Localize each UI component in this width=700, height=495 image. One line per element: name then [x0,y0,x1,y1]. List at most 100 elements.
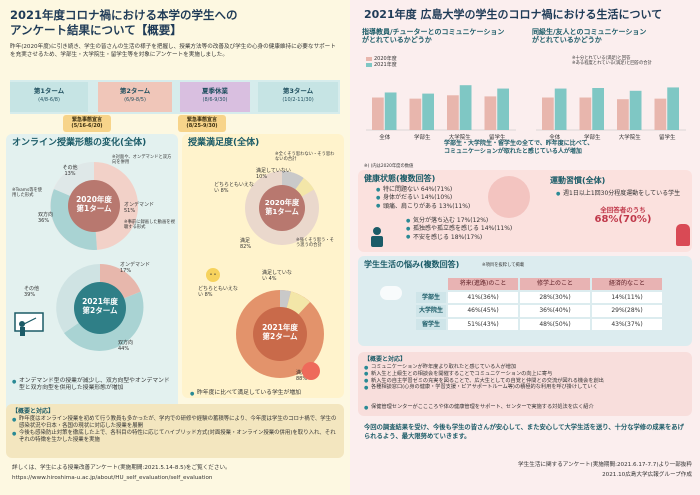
left-title-line1: 2021年度コロナ禍における本学の学生への [10,8,238,22]
chart2-category-label: 大学院生 [619,133,642,141]
satisfaction-bullets: 昨年度に比べて満足している学生が増加 [190,390,340,397]
chart1-bar-2021 [384,92,397,130]
closing-text: 今回の調査結果を受け、今後も学生の皆さんが安心して、また安心して大学生活を送り、… [364,424,684,440]
legend-2020-swatch [366,56,372,61]
chart-summary-line1: 学部生・大学院生・留学生の全てで、昨年度に比べて、 [444,140,594,147]
health-heading: 健康状態(複数回答) [364,174,436,183]
term-summer-label: 夏季休業 [202,87,228,95]
right-footer-credit: 2021.10広島大学広報グループ作成 [602,472,692,478]
left-page: 2021年度コロナ禍における本学の学生への アンケート結果について【概要】 昨年… [0,0,350,495]
satisfaction-bullet-item: 昨年度に比べて満足している学生が増加 [190,390,340,397]
sat-2021-center-text: 2021年度 第2ターム [254,323,306,341]
health-person-icon [371,227,383,247]
worries-cell: 29%(28%) [592,305,663,317]
chart1-title: 指導教員/チューターとのコミュニケーション がとれているかどうか [362,28,504,45]
worries-corner [416,278,446,290]
term-3-label: 第3ターム [282,87,314,95]
chart1-bar-chart: 全体 学部生 大学院生 留学生 [366,85,516,141]
online-2021-donut [56,264,144,351]
chart1-title-line1: 指導教員/チューターとのコミュニケーション [362,28,505,36]
chart2-category-label: 全体 [549,133,561,141]
response-item: 保健管理センターがここころや体の健康管理をサポート、センターで実施する対処法を広… [364,404,688,411]
worries-col-future: 将来(進路)のこと [448,278,519,290]
online-2020-donut [50,161,139,250]
term-3-dates: (10/2-11/30) [282,97,314,104]
health-item: 特に問題ない 64%(71%) [376,186,516,194]
chart2-title-line1: 同級生/友人とのコミュニケーション [532,28,647,36]
worries-cell: 41%(36%) [448,291,519,303]
sat-2021-donut [236,290,324,378]
overview-list: 昨年度はオンライン授業を初めて行う教員も多かったが、学内での研修や経験の蓄積等に… [12,416,338,444]
worries-col-study: 修学上のこと [520,278,591,290]
response-list-2: 保健管理センターがここころや体の健康管理をサポート、センターで実施する対処法を広… [364,404,688,411]
online-bullets: オンデマンド型の授業が減少し、双方向型やオンデマンド型と双方向型を併用した授業形… [12,378,174,392]
chart2-bar-2020 [579,97,592,130]
worries-cell: 43%(37%) [592,318,663,330]
term-2-label: 第2ターム [119,87,151,95]
chart1-bar-2020 [372,97,384,130]
exercise-item: 週1日以上1回30分程度運動をしている学生 [556,190,690,198]
online-2020-teams-note: ※Teams等を使用した形式 [12,188,43,199]
online-2020-other-label: その他 13% [62,165,78,178]
exercise-value: 68%(70%) [594,214,652,225]
sat-2020-center-text: 2020年度 第1ターム [257,198,307,216]
emergency-2-label: 緊急事態宣言 [186,117,217,123]
response-list: コミュニケーションが昨年度より取れたと感じている人が増加 新入生と上級生との相談… [364,364,688,391]
chart2-title-line2: がとれているかどうか [532,36,602,45]
left-footer-text: 詳しくは、学生による授業改善アンケート(実施期間:2021.5.14-8.5)を… [12,465,231,471]
chart1-legend: 2020年度 2021年度 [366,56,397,69]
term-summer: 夏季休業 (8/6-9/30) [180,82,250,112]
worries-cell: 46%(45%) [448,305,519,317]
response-heading: 【概要と対応】 [364,356,407,363]
worries-col-economic: 経済的なこと [592,278,663,290]
chart2-category-label: 留学生 [659,133,676,141]
neutral-face-icon: ･･ [206,268,220,282]
worries-heading: 学生生活の悩み(複数回答) [364,260,460,269]
term-summer-dates: (8/6-9/30) [202,97,228,104]
worries-row-label: 学部生 [416,291,447,303]
overview-item: 昨年度はオンライン授業を初めて行う教員も多かったが、学内での研修や経験の蓄積等に… [12,416,338,430]
online-2020-note1: ※対面や、オンデマンドと双方向を併用 [112,155,172,166]
chart-summary: 学部生・大学院生・留学生の全てで、昨年度に比べて、 コミュニケーションが取れたと… [444,140,684,156]
chart2-bar-chart: 全体 学部生 大学院生 留学生 [536,87,686,141]
left-title: 2021年度コロナ禍における本学の学生への アンケート結果について【概要】 [10,8,340,38]
health-item: 身体がだるい 14%(10%) [376,194,516,202]
online-2021-other-label: その他 39% [24,286,40,299]
chart1-title-line2: がとれているかどうか [362,36,432,45]
online-2020-both-label: 双方向 36% [38,212,54,225]
response-item: コミュニケーションが昨年度より取れたと感じている人が増加 [364,364,688,371]
chart1-bar-2021 [497,88,509,130]
happy-face-icon [302,362,320,380]
sat-2020-neutral-label: どちらともいえない 8% [214,182,254,195]
chart2-bar-2021 [592,88,604,130]
runner-icon [676,224,690,246]
worries-row-graduate: 大学院生 46%(45%) 36%(40%) 29%(28%) [416,305,663,317]
legend-2021: 2021年度 [366,62,397,68]
worries-row-international: 留学生 51%(43%) 48%(50%) 43%(37%) [416,318,663,330]
sat-2020-sat-label: 満足 82% [240,238,252,251]
legend-2020: 2020年度 [366,56,397,62]
sat-2021-sat-label: 満足 88% [296,370,308,383]
emergency-1-dates: (5/16-6/20) [71,123,103,130]
sat-2021-term: 第2ターム [262,332,298,341]
chart2-bar-2020 [542,97,554,130]
sat-2020-note1: ※全くそう思わない・そう思わないの合計 [275,152,335,163]
online-2020-ondemand-label: オンデマンド 51% [124,202,155,215]
chart1-category-label: 全体 [379,133,391,141]
chart2-note2: ※ある程度とれている(満足)と回答の合計 [572,61,652,67]
worries-note: ※項目を抜粋して掲載 [482,263,525,268]
bird-icon [380,286,402,300]
online-2020-note2: ※事前に録画した動画を視聴する形式 [124,220,175,231]
left-intro: 昨年(2020年度)に引き続き、学生の皆さんの生活の様子を把握し、授業方法等の改… [10,44,336,58]
left-footer-url[interactable]: https://www.hiroshima-u.ac.jp/about/HU_s… [12,475,213,481]
chart2-bar-2020 [654,98,667,130]
online-2020-center-text: 2020年度 第1ターム [68,195,120,213]
chart2-bar-2021 [667,87,679,130]
term-1-dates: (4/8-6/8) [38,97,60,104]
worries-cell: 51%(43%) [448,318,519,330]
sat-2020-year: 2020年度 [264,198,300,207]
emergency-declaration-1: 緊急事態宣言 (5/16-6/20) [63,115,111,132]
exercise-list: 週1日以上1回30分程度運動をしている学生 [556,190,690,198]
worries-header-row: 将来(進路)のこと 修学上のこと 経済的なこと [416,278,663,290]
worries-row-undergrad: 学部生 41%(36%) 28%(30%) 14%(11%) [416,291,663,303]
